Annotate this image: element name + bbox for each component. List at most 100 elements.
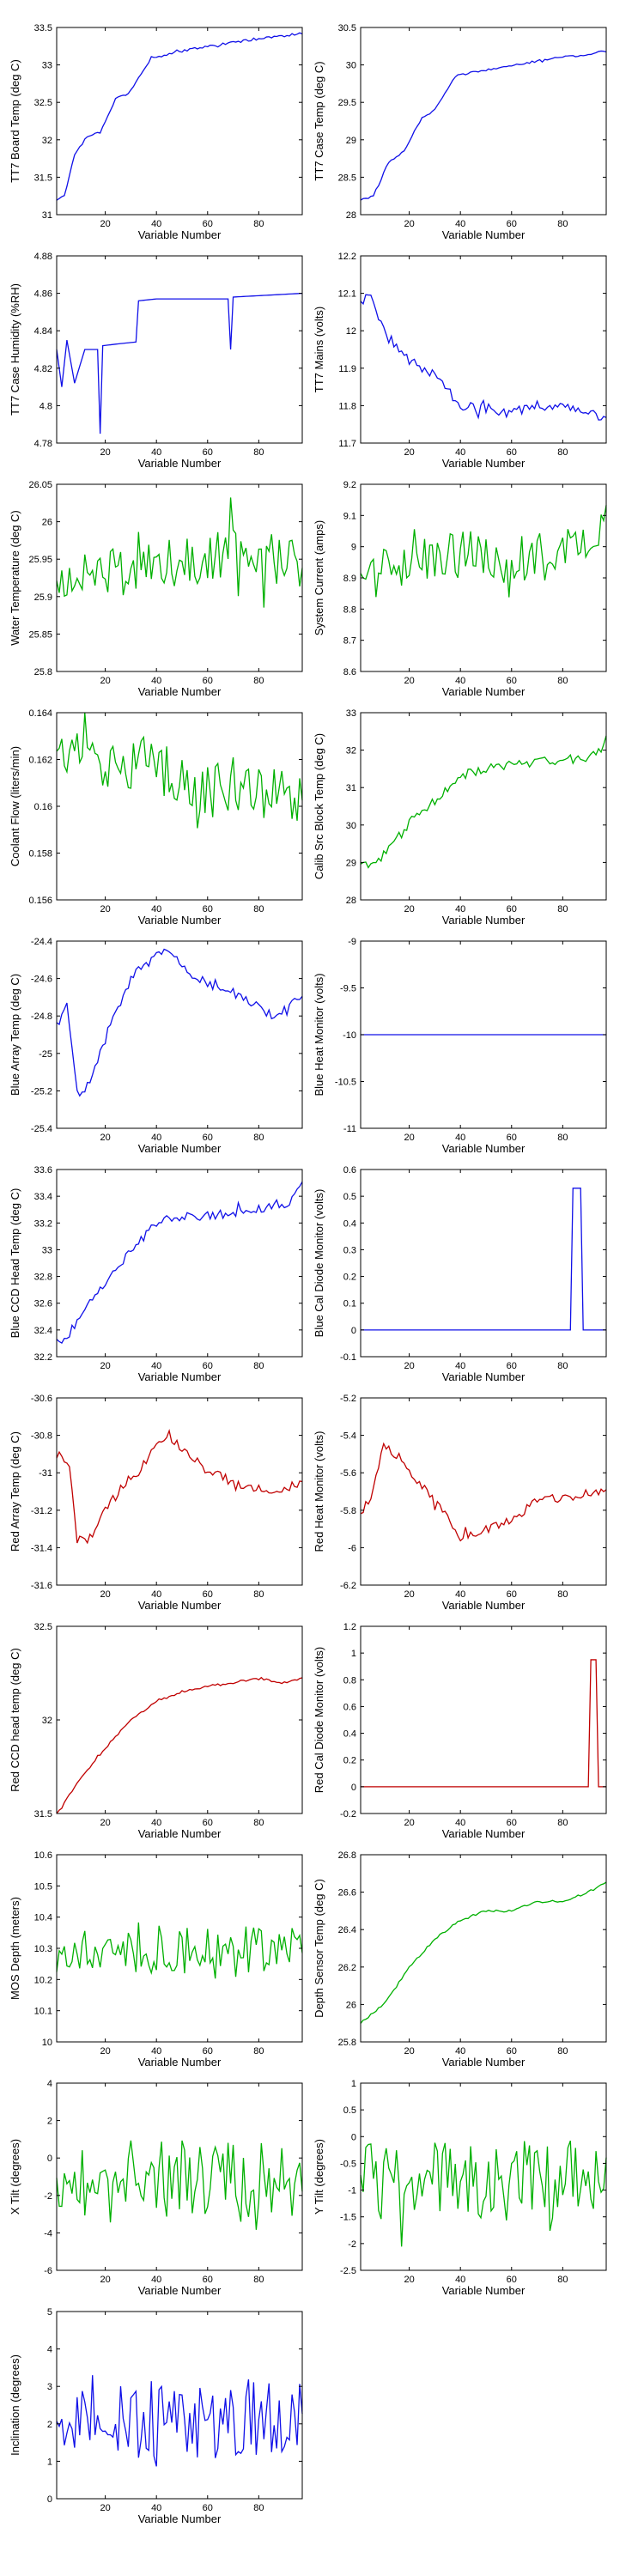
x-tick-label: 60 xyxy=(507,904,517,914)
y-tick-label: -9 xyxy=(348,937,356,947)
y-tick-label: -31.2 xyxy=(31,1506,52,1516)
plot-frame xyxy=(360,483,607,672)
y-axis-label: Red CCD head temp (deg C) xyxy=(9,1648,21,1792)
y-tick-label: 4 xyxy=(47,2079,52,2089)
y-tick-label: 32 xyxy=(346,746,356,756)
y-axis-label: Red Heat Monitor (volts) xyxy=(313,1431,325,1552)
y-tick-label: 0.6 xyxy=(343,1165,356,1176)
y-tick-label: 33.2 xyxy=(34,1218,52,1229)
chart-panel: -0.1 0 0.1 0.2 0.3 0.4 0.5 0.6 20 40 60 80 Variable … xyxy=(313,1165,607,1383)
x-tick-label: 40 xyxy=(151,904,161,914)
y-tick-label: 25.95 xyxy=(28,555,52,565)
x-axis-label: Variable Number xyxy=(442,1827,526,1840)
x-tick-label: 20 xyxy=(404,2046,414,2057)
y-tick-label: 11.8 xyxy=(338,401,356,411)
y-tick-label: 33.6 xyxy=(34,1165,52,1176)
chart-panel: -2.5 -2 -1.5 -1 -0.5 0 0.5 1 20 40 60 80 Variable Nu… xyxy=(313,2079,607,2297)
y-tick-label: -0.1 xyxy=(340,1352,356,1363)
plot-frame xyxy=(56,2082,303,2271)
chart-panel: 31.5 32 32.5 20 40 60 80 Variable Number Red CCD… xyxy=(9,1622,303,1840)
x-tick-label: 80 xyxy=(557,1589,568,1600)
x-tick-label: 20 xyxy=(404,904,414,914)
y-tick-label: 29.5 xyxy=(338,98,356,108)
y-tick-label: 8.8 xyxy=(343,605,356,615)
chart-panel: 25.8 25.85 25.9 25.95 26 26.05 20 40 60 80 Variabl… xyxy=(9,480,303,698)
y-tick-label: 26.6 xyxy=(338,1888,356,1899)
y-tick-label: 5 xyxy=(47,2307,52,2318)
y-tick-label: 12.2 xyxy=(338,252,356,262)
x-tick-label: 20 xyxy=(404,1818,414,1828)
y-tick-label: 26 xyxy=(346,2000,356,2010)
y-tick-label: 0.164 xyxy=(28,708,52,719)
y-tick-label: 33.4 xyxy=(34,1192,52,1202)
x-tick-label: 60 xyxy=(203,1361,213,1371)
x-tick-label: 40 xyxy=(455,676,465,686)
y-tick-label: -24.6 xyxy=(31,975,52,985)
x-axis-label: Variable Number xyxy=(442,228,526,241)
y-tick-label: 28.5 xyxy=(338,173,356,183)
y-tick-label: 31 xyxy=(42,210,52,221)
y-tick-label: 9.1 xyxy=(343,511,356,521)
y-tick-label: 0.2 xyxy=(343,1273,356,1283)
x-tick-label: 80 xyxy=(557,904,568,914)
y-tick-label: -1 xyxy=(348,2186,356,2196)
y-tick-label: 10.5 xyxy=(34,1881,52,1892)
y-tick-label: 3 xyxy=(47,2382,52,2392)
y-tick-label: -6.2 xyxy=(340,1581,356,1591)
plot-frame xyxy=(360,1854,607,2043)
x-tick-label: 40 xyxy=(151,219,161,229)
y-axis-label: TT7 Mains (volts) xyxy=(313,307,325,392)
y-tick-label: -5.6 xyxy=(340,1468,356,1479)
y-tick-label: 31 xyxy=(346,783,356,793)
y-tick-label: 32.5 xyxy=(34,98,52,108)
x-axis-label: Variable Number xyxy=(138,1599,222,1612)
y-tick-label: -10 xyxy=(343,1030,356,1041)
y-tick-label: 10.2 xyxy=(34,1975,52,1985)
x-tick-label: 60 xyxy=(203,447,213,458)
x-tick-label: 60 xyxy=(507,2046,517,2057)
y-axis-label: Y Tilt (degrees) xyxy=(313,2139,325,2215)
x-tick-label: 80 xyxy=(253,2046,264,2057)
y-tick-label: -25.2 xyxy=(31,1086,52,1097)
y-tick-label: 32.4 xyxy=(34,1326,52,1336)
y-tick-label: 32.8 xyxy=(34,1273,52,1283)
chart-panel: 11.7 11.8 11.9 12 12.1 12.2 20 40 60 80 Variable N… xyxy=(313,252,607,470)
series-line xyxy=(56,1429,303,1545)
x-tick-label: 20 xyxy=(100,219,110,229)
x-tick-label: 20 xyxy=(100,2503,110,2513)
y-axis-label: Depth Sensor Temp (deg C) xyxy=(313,1879,325,2018)
x-tick-label: 80 xyxy=(557,219,568,229)
plot-frame xyxy=(56,255,303,444)
y-tick-label: -11 xyxy=(343,1124,356,1134)
x-axis-label: Variable Number xyxy=(138,457,222,470)
y-tick-label: -6 xyxy=(348,1543,356,1553)
series-line xyxy=(56,292,303,434)
plot-frame xyxy=(56,1854,303,2043)
x-tick-label: 20 xyxy=(404,1589,414,1600)
x-tick-label: 60 xyxy=(507,1133,517,1143)
y-tick-label: -0.5 xyxy=(340,2159,356,2169)
series-line xyxy=(56,1676,303,1814)
y-tick-label: 32.2 xyxy=(34,1352,52,1363)
y-axis-label: System Current (amps) xyxy=(313,520,325,635)
x-tick-label: 20 xyxy=(100,1361,110,1371)
y-axis-label: Blue CCD Head Temp (deg C) xyxy=(9,1188,21,1339)
x-tick-label: 20 xyxy=(404,2275,414,2285)
y-tick-label: 0 xyxy=(47,2154,52,2164)
y-tick-label: 0 xyxy=(47,2494,52,2505)
x-axis-label: Variable Number xyxy=(442,457,526,470)
y-tick-label: -2 xyxy=(348,2239,356,2250)
x-tick-label: 40 xyxy=(455,1133,465,1143)
y-axis-label: Blue Cal Diode Monitor (volts) xyxy=(313,1189,325,1338)
y-tick-label: 4 xyxy=(47,2345,52,2355)
y-tick-label: 10.4 xyxy=(34,1913,52,1923)
x-axis-label: Variable Number xyxy=(138,1142,222,1155)
x-tick-label: 60 xyxy=(203,2275,213,2285)
y-tick-label: 31.5 xyxy=(34,1809,52,1820)
y-tick-label: 0.3 xyxy=(343,1245,356,1255)
y-tick-label: 26.4 xyxy=(338,1925,356,1935)
x-tick-label: 40 xyxy=(455,2046,465,2057)
y-tick-label: 8.7 xyxy=(343,636,356,647)
x-tick-label: 20 xyxy=(100,676,110,686)
